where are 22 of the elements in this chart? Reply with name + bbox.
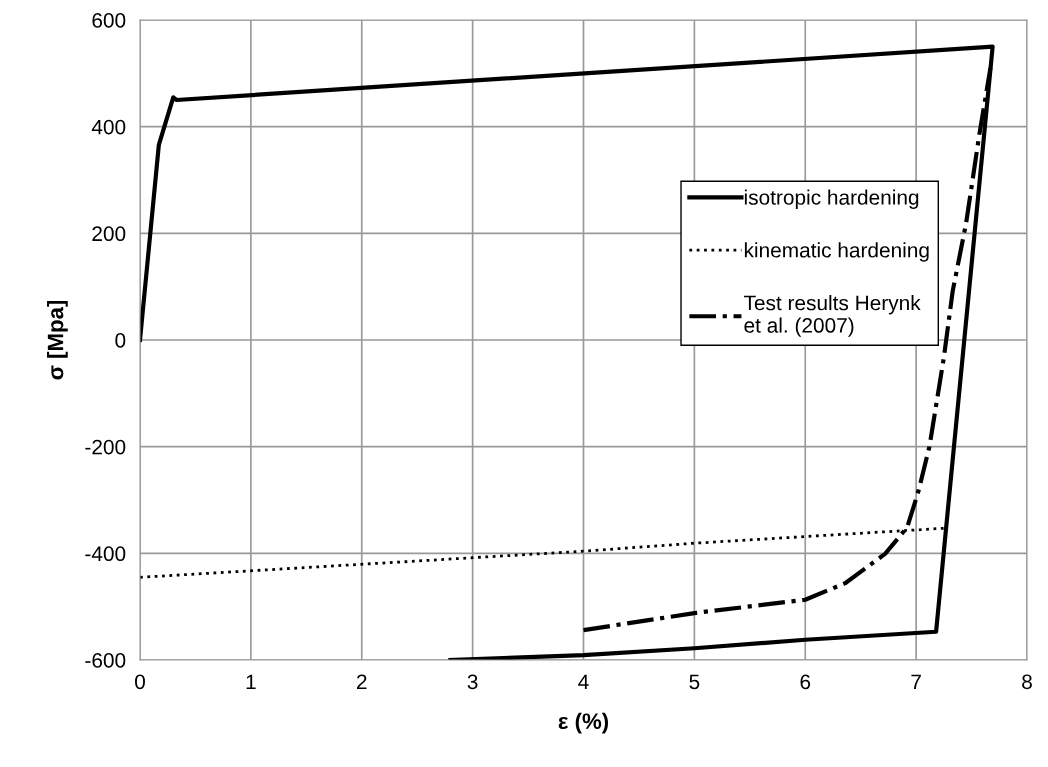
- x-tick-label: 7: [911, 674, 921, 689]
- x-tick-label: 6: [800, 674, 811, 690]
- x-tick-label: 2: [357, 674, 367, 689]
- x-tick-label: 0: [135, 674, 145, 690]
- y-tick-label: -400: [85, 546, 126, 562]
- x-tick-label: 8: [1022, 674, 1032, 690]
- y-tick-label: -200: [85, 439, 126, 455]
- y-tick-label: 600: [92, 13, 126, 28]
- x-tick-label: 3: [467, 674, 478, 690]
- x-tick-label: 5: [689, 674, 700, 690]
- y-tick-label: 400: [91, 119, 126, 135]
- x-tick-label: 1: [246, 674, 256, 689]
- y-tick-label: -600: [85, 653, 126, 668]
- x-tick-label: 4: [578, 674, 589, 689]
- y-tick-label: 0: [115, 333, 126, 348]
- x-axis-title: ε (%): [558, 712, 609, 734]
- legend-label: Test results Herynk et al. (2007): [744, 295, 921, 337]
- y-tick-label: 200: [92, 226, 126, 242]
- y-axis-title: σ [Mpa]: [47, 300, 68, 380]
- legend-label: isotropic hardening: [744, 189, 919, 209]
- legend-label: kinematic hardening: [744, 242, 929, 262]
- line-series: [140, 44, 995, 660]
